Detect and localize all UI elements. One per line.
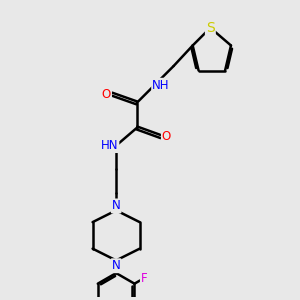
Text: F: F xyxy=(141,272,148,285)
Text: N: N xyxy=(112,200,121,212)
Text: S: S xyxy=(206,21,215,35)
Text: N: N xyxy=(112,259,121,272)
Text: O: O xyxy=(162,130,171,143)
Text: NH: NH xyxy=(152,79,169,92)
Text: O: O xyxy=(102,88,111,100)
Text: HN: HN xyxy=(101,139,119,152)
